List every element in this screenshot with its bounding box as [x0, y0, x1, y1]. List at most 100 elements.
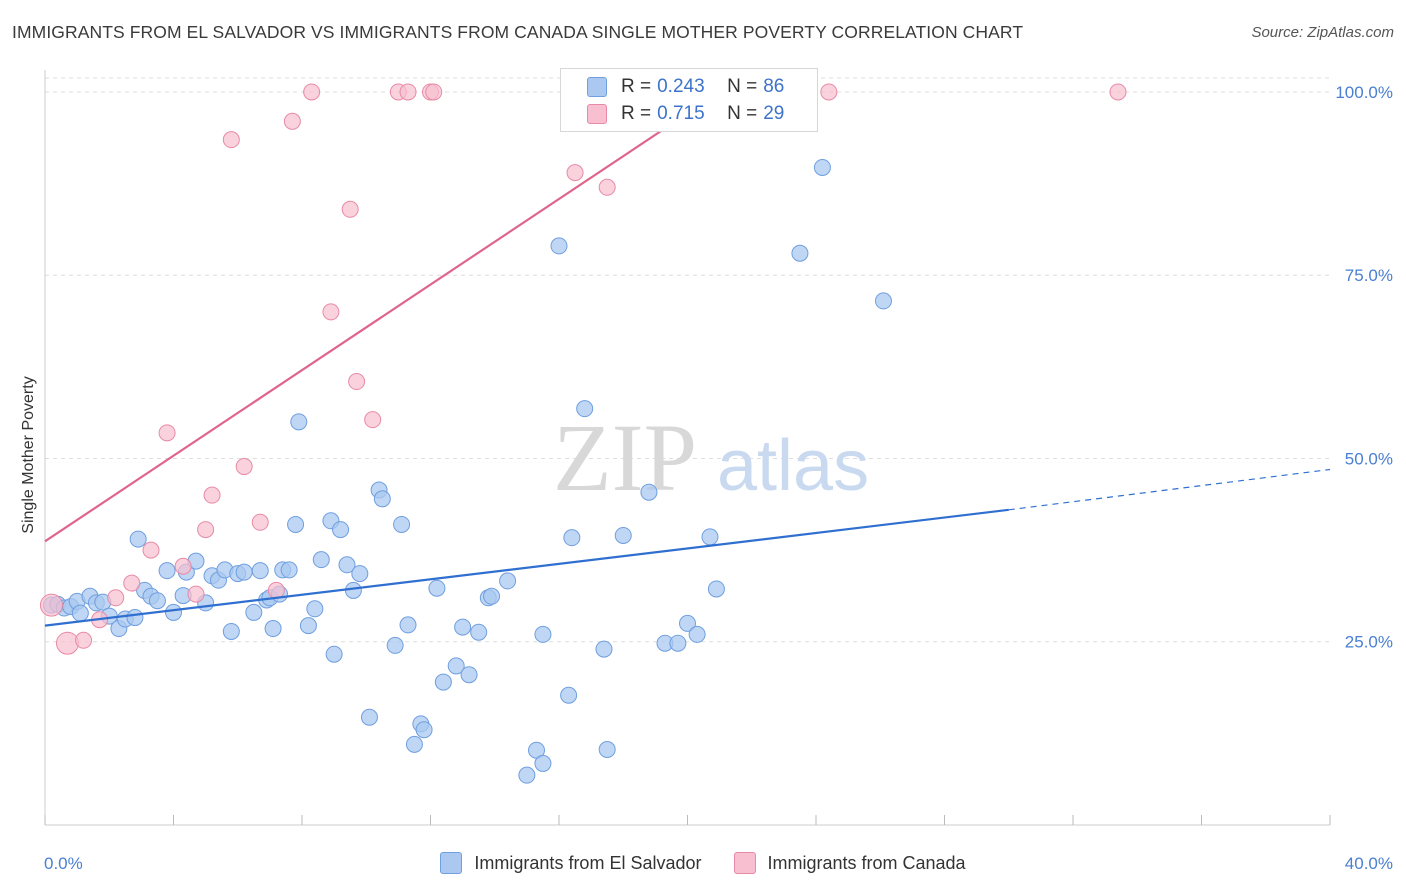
data-point-canada: [1109, 83, 1127, 101]
data-point-el-salvador: [518, 766, 536, 784]
legend-n-label: N =: [727, 103, 758, 124]
data-point-el-salvador: [483, 587, 501, 605]
data-point-el-salvador: [428, 579, 446, 597]
data-point-el-salvador: [373, 490, 391, 508]
y-tick-label: 25.0%: [1345, 633, 1393, 652]
data-point-canada: [75, 631, 93, 649]
data-point-el-salvador: [534, 625, 552, 643]
data-point-canada: [187, 585, 205, 603]
data-point-canada: [348, 373, 366, 391]
data-point-el-salvador: [338, 556, 356, 574]
data-point-el-salvador: [614, 526, 632, 544]
data-point-el-salvador: [393, 515, 411, 533]
axes: [44, 70, 1331, 826]
data-point-canada: [820, 83, 838, 101]
y-tick-label: 50.0%: [1345, 449, 1393, 468]
data-point-el-salvador: [563, 529, 581, 547]
data-point-el-salvador: [312, 551, 330, 569]
data-point-el-salvador: [791, 244, 809, 262]
data-point-el-salvador: [148, 592, 166, 610]
x-tick-label: 0.0%: [44, 854, 83, 873]
data-point-canada: [283, 112, 301, 130]
legend-swatch-blue: [587, 77, 607, 97]
y-tick-label: 75.0%: [1345, 266, 1393, 285]
data-point-el-salvador: [290, 413, 308, 431]
correlation-legend: R = 0.243 N = 86 R = 0.715 N = 29: [560, 68, 818, 132]
series-legend: Immigrants from El Salvador Immigrants f…: [0, 852, 1406, 874]
data-point-el-salvador: [399, 616, 417, 634]
watermark-atlas: atlas: [717, 426, 869, 506]
gridlines: [45, 77, 1330, 643]
data-point-el-salvador: [71, 604, 89, 622]
legend-swatch-pink: [733, 852, 756, 874]
data-point-canada: [123, 574, 141, 592]
trend-line-el-salvador: [44, 508, 1009, 627]
data-point-el-salvador: [245, 603, 263, 621]
data-point-el-salvador: [126, 609, 144, 627]
legend-swatch-pink: [587, 104, 607, 124]
legend-row-el-salvador: R = 0.243 N = 86: [587, 74, 833, 100]
data-point-el-salvador: [415, 721, 433, 739]
data-point-canada: [174, 557, 192, 575]
data-point-el-salvador: [499, 572, 517, 590]
data-point-el-salvador: [534, 754, 552, 772]
legend-item-el-salvador: Immigrants from El Salvador: [440, 852, 702, 874]
data-point-el-salvador: [405, 735, 423, 753]
data-point-el-salvador: [688, 625, 706, 643]
data-point-canada: [55, 631, 79, 655]
data-point-el-salvador: [299, 617, 317, 635]
trend-lines: [44, 91, 1331, 627]
data-point-el-salvador: [287, 515, 305, 533]
x-tick-labels: 0.0% 40.0%: [44, 854, 1393, 873]
data-point-el-salvador: [813, 158, 831, 176]
legend-r-label: R =: [621, 103, 652, 124]
data-point-el-salvador: [470, 623, 488, 641]
legend-row-canada: R = 0.715 N = 29: [587, 101, 833, 127]
data-point-el-salvador: [158, 562, 176, 580]
legend-n-value: 86: [763, 76, 785, 97]
data-point-canada: [341, 200, 359, 218]
data-point-el-salvador: [129, 530, 147, 548]
data-point-canada: [425, 83, 443, 101]
legend-n-label: N =: [727, 76, 758, 97]
watermark-zip: ZIP: [553, 404, 697, 511]
data-point-canada: [364, 411, 382, 429]
data-point-el-salvador: [280, 561, 298, 579]
data-point-el-salvador: [707, 580, 725, 598]
data-point-el-salvador: [701, 528, 719, 546]
data-point-el-salvador: [344, 581, 362, 599]
data-point-canada: [158, 424, 176, 442]
data-point-el-salvador: [595, 640, 613, 658]
data-point-el-salvador: [669, 634, 687, 652]
data-point-el-salvador: [598, 741, 616, 758]
trend-line-el-salvador-extension: [1008, 468, 1331, 511]
data-point-canada: [303, 83, 321, 101]
chart-title: IMMIGRANTS FROM EL SALVADOR VS IMMIGRANT…: [12, 22, 1024, 42]
legend-label-canada: Immigrants from Canada: [767, 852, 966, 873]
data-point-canada: [107, 589, 125, 607]
data-point-el-salvador: [434, 673, 452, 691]
data-point-canada: [39, 593, 63, 617]
data-point-el-salvador: [576, 400, 594, 418]
data-point-canada: [322, 303, 340, 321]
data-point-el-salvador: [325, 645, 343, 663]
x-tick-label: 40.0%: [1345, 854, 1393, 873]
legend-item-canada: Immigrants from Canada: [733, 852, 966, 874]
legend-r-label: R =: [621, 76, 652, 97]
data-point-el-salvador: [360, 708, 378, 726]
data-point-el-salvador: [264, 620, 282, 638]
data-point-el-salvador: [560, 686, 578, 704]
data-point-el-salvador: [386, 636, 404, 654]
legend-swatch-blue: [440, 852, 463, 874]
data-point-el-salvador: [460, 666, 478, 684]
data-point-canada: [197, 521, 215, 539]
y-tick-label: 100.0%: [1335, 83, 1393, 102]
data-point-el-salvador: [679, 614, 696, 632]
data-point-canada: [235, 458, 253, 476]
legend-r-value: 0.243: [657, 76, 705, 97]
data-point-canada: [267, 581, 285, 599]
data-point-el-salvador: [165, 603, 182, 621]
trend-line-canada: [44, 91, 721, 543]
data-point-canada: [251, 513, 269, 531]
